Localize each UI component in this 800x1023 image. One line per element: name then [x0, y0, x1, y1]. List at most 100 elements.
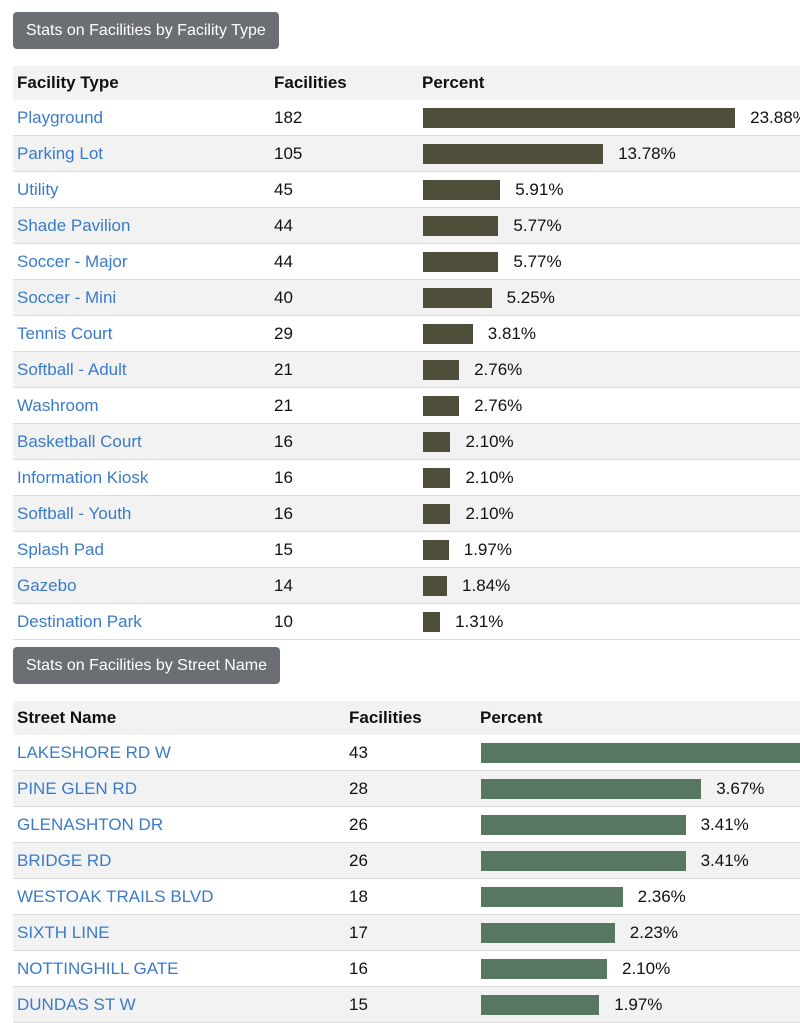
name-cell: SIXTH LINE [13, 914, 345, 951]
name-cell: Basketball Court [13, 423, 270, 460]
percent-cell: 3.81% [418, 315, 800, 352]
percent-bar [423, 611, 441, 632]
facilities-count-cell: 21 [270, 351, 418, 388]
percent-label: 1.84% [462, 575, 511, 595]
table-row: PINE GLEN RD 28 3.67% [13, 770, 800, 807]
percent-cell: 1.84% [418, 567, 800, 604]
percent-cell: 5.25% [418, 279, 800, 316]
percent-label: 1.97% [614, 994, 663, 1014]
row-name-link[interactable]: Basketball Court [17, 431, 142, 451]
percent-bar [481, 778, 702, 799]
row-name-link[interactable]: Softball - Youth [17, 503, 132, 523]
row-name-link[interactable]: PINE GLEN RD [17, 778, 137, 798]
percent-cell: 3.67% [476, 770, 800, 807]
name-cell: DUNDAS ST W [13, 986, 345, 1023]
row-name-link[interactable]: Information Kiosk [17, 467, 149, 487]
facilities-count-cell: 26 [345, 842, 476, 879]
row-name-link[interactable]: Washroom [17, 395, 99, 415]
table-row: Utility 45 5.91% [13, 171, 800, 208]
percent-cell: 2.10% [418, 459, 800, 496]
row-name-link[interactable]: Shade Pavilion [17, 215, 131, 235]
row-name-link[interactable]: Playground [17, 107, 104, 127]
facilities-count-cell: 16 [345, 950, 476, 987]
percent-bar [423, 467, 451, 488]
table-row: GLENASHTON DR 26 3.41% [13, 806, 800, 843]
name-cell: Soccer - Mini [13, 279, 270, 316]
name-cell: Playground [13, 100, 270, 136]
percent-bar [423, 107, 736, 128]
percent-bar [423, 287, 492, 308]
facilities-count-cell: 45 [270, 171, 418, 208]
percent-cell: 5.77% [418, 243, 800, 280]
percent-label: 3.41% [700, 814, 749, 834]
row-name-link[interactable]: GLENASHTON DR [17, 814, 164, 834]
percent-label: 2.10% [465, 503, 514, 523]
percent-label: 5.77% [513, 251, 562, 271]
row-name-link[interactable]: LAKESHORE RD W [17, 742, 171, 762]
row-name-link[interactable]: SIXTH LINE [17, 922, 110, 942]
percent-label: 2.76% [474, 395, 523, 415]
percent-label: 2.10% [622, 958, 671, 978]
row-name-link[interactable]: NOTTINGHILL GATE [17, 958, 179, 978]
facilities-count-cell: 17 [345, 914, 476, 951]
percent-cell: 5.77% [418, 207, 800, 244]
percent-label: 2.76% [474, 359, 523, 379]
row-name-link[interactable]: Tennis Court [17, 323, 113, 343]
table-row: Splash Pad 15 1.97% [13, 531, 800, 568]
table-row: SIXTH LINE 17 2.23% [13, 914, 800, 951]
percent-label: 2.10% [465, 431, 514, 451]
table-row: Parking Lot 105 13.78% [13, 135, 800, 172]
row-name-link[interactable]: Destination Park [17, 611, 142, 631]
row-name-link[interactable]: DUNDAS ST W [17, 994, 136, 1014]
percent-cell: 2.10% [476, 950, 800, 987]
table-row: WESTOAK TRAILS BLVD 18 2.36% [13, 878, 800, 915]
name-cell: Washroom [13, 387, 270, 424]
facilities-count-cell: 14 [270, 567, 418, 604]
facilities-count-cell: 26 [345, 806, 476, 843]
street-name-stats-button[interactable]: Stats on Facilities by Street Name [13, 647, 280, 684]
row-name-link[interactable]: Softball - Adult [17, 359, 127, 379]
name-cell: GLENASHTON DR [13, 806, 345, 843]
facilities-count-cell: 105 [270, 135, 418, 172]
percent-cell: 2.36% [476, 878, 800, 915]
row-name-link[interactable]: Gazebo [17, 575, 77, 595]
facilities-count-cell: 15 [345, 986, 476, 1023]
facilities-count-cell: 10 [270, 603, 418, 640]
row-name-link[interactable]: WESTOAK TRAILS BLVD [17, 886, 214, 906]
percent-cell: 13.78% [418, 135, 800, 172]
facilities-count-cell: 16 [270, 495, 418, 532]
facilities-count-cell: 182 [270, 100, 418, 136]
percent-bar [423, 215, 499, 236]
row-name-link[interactable]: Utility [17, 179, 59, 199]
percent-bar [423, 575, 448, 596]
row-name-link[interactable]: Soccer - Major [17, 251, 128, 271]
facilities-count-header: Facilities [345, 701, 476, 735]
percent-cell: 3.41% [476, 842, 800, 879]
facilities-count-cell: 16 [270, 459, 418, 496]
name-cell: Soccer - Major [13, 243, 270, 280]
facility-type-stats-button[interactable]: Stats on Facilities by Facility Type [13, 12, 279, 49]
percent-bar [423, 179, 501, 200]
facilities-count-header: Facilities [270, 66, 418, 100]
row-name-link[interactable]: Parking Lot [17, 143, 103, 163]
percent-cell: 5.91% [418, 171, 800, 208]
name-cell: WESTOAK TRAILS BLVD [13, 878, 345, 915]
percent-bar [481, 958, 607, 979]
name-cell: Utility [13, 171, 270, 208]
facilities-count-cell: 16 [270, 423, 418, 460]
row-name-link[interactable]: BRIDGE RD [17, 850, 112, 870]
table-row: Softball - Adult 21 2.76% [13, 351, 800, 388]
table-row: Gazebo 14 1.84% [13, 567, 800, 604]
percent-bar [423, 431, 451, 452]
table-row: LAKESHORE RD W 43 [13, 735, 800, 771]
percent-cell: 2.10% [418, 495, 800, 532]
percent-cell [476, 735, 800, 771]
row-name-link[interactable]: Soccer - Mini [17, 287, 117, 307]
facilities-count-cell: 28 [345, 770, 476, 807]
street-name-header: Street Name [13, 701, 345, 735]
name-cell: Splash Pad [13, 531, 270, 568]
percent-bar [481, 814, 686, 835]
row-name-link[interactable]: Splash Pad [17, 539, 104, 559]
facilities-count-cell: 40 [270, 279, 418, 316]
name-cell: BRIDGE RD [13, 842, 345, 879]
